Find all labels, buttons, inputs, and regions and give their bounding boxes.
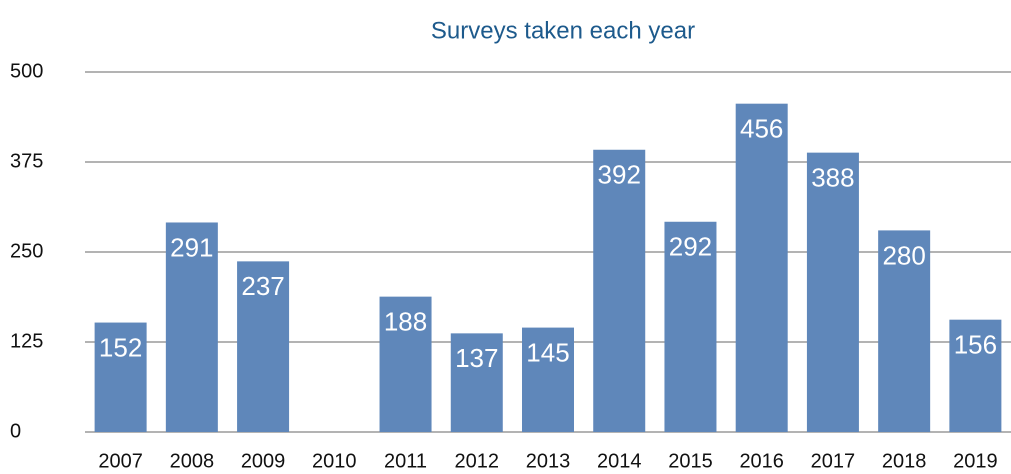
y-tick-label: 250	[10, 240, 43, 262]
bar	[237, 261, 290, 432]
bar	[735, 103, 788, 433]
x-tick-label: 2017	[811, 450, 856, 472]
bar	[165, 222, 218, 432]
x-tick-label: 2008	[170, 450, 215, 472]
data-label: 137	[455, 343, 498, 373]
data-label: 392	[598, 160, 641, 190]
x-tick-label: 2014	[597, 450, 642, 472]
x-tick-label: 2016	[739, 450, 784, 472]
bar	[806, 152, 859, 432]
data-label: 388	[811, 163, 854, 193]
x-tick-label: 2007	[98, 450, 143, 472]
data-label: 145	[526, 337, 569, 367]
data-label: 280	[882, 240, 925, 270]
x-tick-label: 2015	[668, 450, 713, 472]
y-tick-label: 500	[10, 60, 43, 82]
bar	[949, 319, 1002, 432]
data-label: 156	[954, 330, 997, 360]
bar	[379, 296, 432, 432]
bar	[593, 149, 646, 432]
data-label: 237	[241, 271, 284, 301]
x-tick-label: 2010	[312, 450, 357, 472]
data-label: 188	[384, 307, 427, 337]
y-tick-label: 125	[10, 330, 43, 352]
data-label: 152	[99, 332, 142, 362]
y-tick-label: 0	[10, 420, 21, 442]
data-label: 291	[170, 232, 213, 262]
bar	[522, 327, 574, 432]
data-label: 292	[669, 232, 712, 262]
x-tick-label: 2011	[384, 450, 427, 472]
bar	[664, 221, 717, 432]
x-tick-label: 2018	[882, 450, 927, 472]
y-tick-label: 375	[10, 150, 43, 172]
bar	[450, 333, 503, 432]
chart-title: Surveys taken each year	[431, 17, 695, 44]
x-tick-label: 2009	[241, 450, 286, 472]
bar	[94, 322, 147, 432]
data-label: 456	[740, 114, 783, 144]
bar	[878, 230, 931, 432]
x-tick-label: 2012	[455, 450, 500, 472]
x-tick-label: 2019	[953, 450, 998, 472]
x-tick-label: 2013	[526, 450, 571, 472]
